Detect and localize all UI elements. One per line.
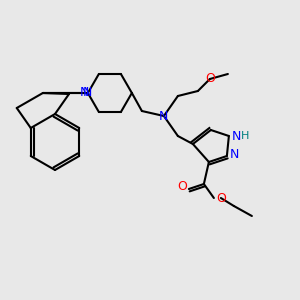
Text: N: N [83, 86, 93, 100]
Text: N: N [80, 86, 90, 100]
Text: N: N [159, 110, 169, 122]
Text: O: O [177, 181, 187, 194]
Text: H: H [241, 131, 249, 141]
Text: N: N [230, 148, 239, 160]
Text: N: N [232, 130, 241, 142]
Text: O: O [205, 73, 215, 85]
Text: O: O [216, 191, 226, 205]
